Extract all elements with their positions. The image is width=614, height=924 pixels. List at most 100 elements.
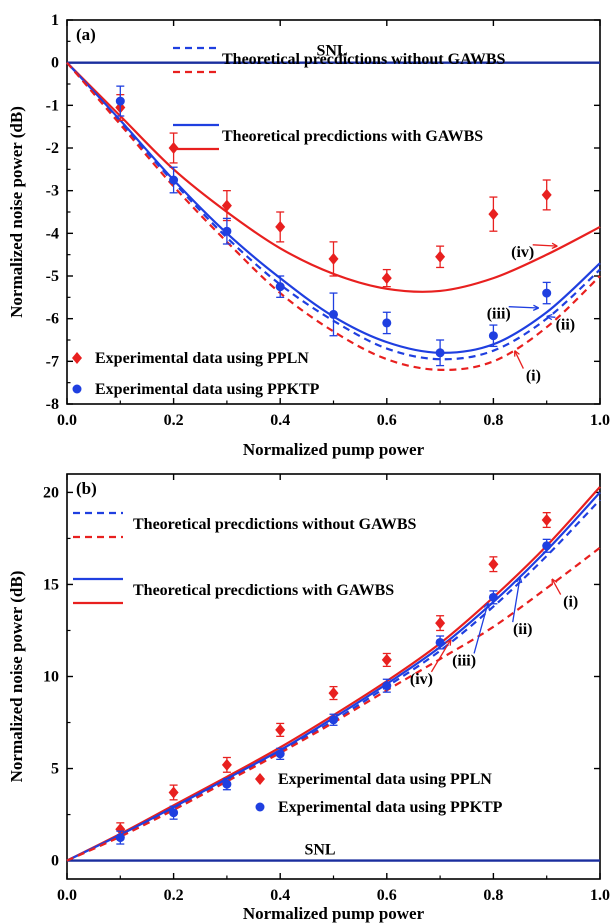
- annotation-arrow: [512, 576, 521, 623]
- x-tick-label: 1.0: [590, 887, 610, 904]
- y-tick-label: 5: [51, 761, 59, 778]
- curve-annotation: (i): [563, 594, 578, 611]
- panel-label: (a): [76, 25, 96, 44]
- data-point-ppln: [275, 723, 286, 736]
- curve-ppktp-solid: [66, 491, 601, 862]
- x-tick-label: 0.4: [270, 887, 290, 904]
- data-point-ppktp: [169, 808, 179, 818]
- legend-text: Theoretical precdictions without GAWBS: [133, 516, 417, 533]
- x-tick-label: 1.0: [590, 412, 610, 429]
- curve-annotation: (ii): [513, 621, 533, 638]
- x-tick-label: 0.8: [483, 412, 503, 429]
- curve-ppln-dashed: [66, 61, 601, 371]
- curve-annotation: (i): [526, 368, 541, 385]
- y-tick-label: 20: [43, 484, 59, 501]
- data-point-ppln: [168, 786, 179, 799]
- data-point-ppktp: [169, 175, 179, 185]
- x-tick-label: 0.8: [483, 887, 503, 904]
- annotation-arrow: [430, 639, 452, 673]
- data-point-ppktp: [435, 637, 445, 647]
- data-point-ppln: [488, 558, 499, 571]
- annotation-arrow: [532, 244, 558, 247]
- annotation-arrow: [508, 306, 539, 309]
- annotation-arrow: [551, 578, 562, 595]
- panel-label: (b): [76, 479, 97, 498]
- data-point-ppln: [275, 220, 286, 233]
- annotation-arrowhead: [445, 639, 452, 646]
- legend-marker-ppktp: [255, 802, 265, 812]
- x-axis-title: Normalized pump power: [243, 904, 425, 923]
- y-tick-label: -6: [46, 311, 59, 328]
- annotation-arrowhead: [546, 313, 553, 321]
- data-point-ppln: [115, 823, 126, 836]
- legend-text: Experimental data using PPLN: [95, 350, 309, 367]
- data-point-ppktp: [382, 318, 392, 328]
- annotation-arrow: [473, 602, 489, 654]
- y-tick-label: -1: [46, 97, 59, 114]
- x-tick-label: 0.0: [57, 887, 77, 904]
- panel-a: 0.0 0.2 0.4 0.6 0.8 1.0 -8 -7 -6 -5 -4 -3 -2 -1 0 1 Norm…: [7, 12, 610, 459]
- data-point-ppln: [221, 758, 232, 771]
- y-tick-label: 1: [51, 12, 59, 29]
- data-point-ppln: [381, 653, 392, 666]
- data-point-ppln: [488, 208, 499, 221]
- y-axis-title: Normalized noise power (dB): [7, 106, 26, 318]
- y-tick-label: 0: [51, 853, 59, 870]
- data-point-ppktp: [275, 749, 285, 759]
- y-tick-label: -4: [46, 225, 59, 242]
- curve-annotation: (iv): [410, 671, 433, 688]
- x-tick-label: 0.2: [164, 412, 184, 429]
- snl-label: SNL: [304, 842, 335, 859]
- legend-marker-ppln: [255, 773, 265, 785]
- curve-ppktp-solid: [66, 61, 601, 354]
- annotation-arrow: [514, 350, 524, 369]
- legend-text: Theoretical precdictions with GAWBS: [222, 128, 483, 145]
- data-point-ppln: [435, 250, 446, 263]
- legend-text: Experimental data using PPKTP: [278, 799, 503, 816]
- panel-b: 0.0 0.2 0.4 0.6 0.8 1.0 0 5 10 15 20 Normalized pum…: [7, 473, 610, 923]
- data-point-ppln: [328, 252, 339, 265]
- data-point-ppln: [328, 687, 339, 700]
- data-point-ppktp: [382, 681, 392, 691]
- data-point-ppktp: [115, 96, 125, 106]
- data-point-ppktp: [222, 226, 232, 236]
- data-point-ppktp: [115, 833, 125, 843]
- y-tick-label: -3: [46, 183, 59, 200]
- annotation-arrowhead: [551, 578, 558, 585]
- data-point-ppln: [435, 617, 446, 630]
- data-point-ppktp: [542, 541, 552, 551]
- annotation-arrowhead: [532, 304, 540, 311]
- y-axis-title: Normalized noise power (dB): [7, 571, 26, 783]
- y-tick-label: -7: [46, 353, 59, 370]
- x-tick-label: 0.4: [270, 412, 290, 429]
- x-axis-title: Normalized pump power: [243, 440, 425, 459]
- curve-annotation: (ii): [556, 316, 576, 333]
- data-point-ppln: [381, 272, 392, 285]
- data-point-ppktp: [329, 715, 338, 725]
- curve-annotation: (iv): [511, 244, 534, 261]
- y-tick-label: 15: [43, 576, 59, 593]
- y-tick-label: -8: [46, 396, 59, 413]
- curve-ppktp-dashed: [66, 61, 601, 361]
- curve-ppln-solid: [66, 61, 601, 293]
- x-tick-label: 0.2: [164, 887, 184, 904]
- data-point-ppktp: [329, 309, 338, 319]
- snl-label: SNL: [316, 43, 347, 60]
- legend-text: Experimental data using PPKTP: [95, 381, 320, 398]
- data-point-ppktp: [275, 282, 285, 292]
- annotation-arrowhead: [516, 576, 523, 584]
- y-tick-label: 0: [51, 55, 59, 72]
- y-tick-label: 10: [43, 669, 59, 686]
- data-point-ppln: [221, 199, 232, 212]
- data-point-ppktp: [488, 331, 498, 341]
- legend-text: Experimental data using PPLN: [278, 771, 492, 788]
- data-point-ppln: [541, 188, 552, 201]
- legend-text: Theoretical precdictions with GAWBS: [133, 582, 394, 599]
- annotation-arrowhead: [514, 350, 520, 357]
- legend-marker-ppln: [72, 352, 82, 364]
- data-point-ppktp: [222, 779, 232, 789]
- annotation-arrowhead: [483, 602, 490, 609]
- legend-marker-ppktp: [72, 384, 82, 394]
